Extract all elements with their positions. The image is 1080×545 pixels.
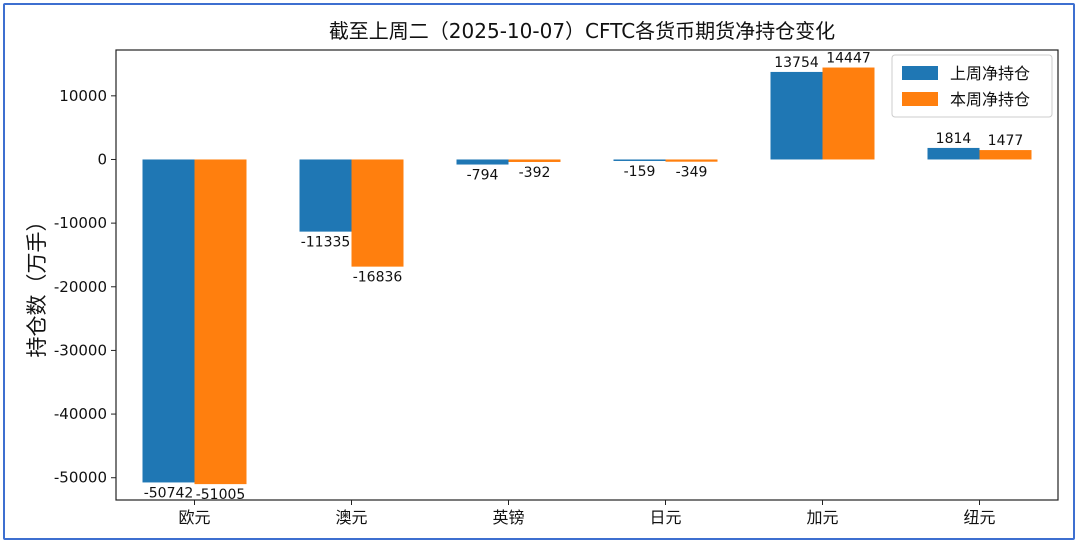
- y-tick-label: -50000: [54, 469, 107, 487]
- legend-label: 上周净持仓: [950, 64, 1030, 83]
- data-label: -794: [467, 168, 499, 184]
- x-tick-label: 英镑: [492, 508, 524, 527]
- legend-swatch: [902, 92, 938, 106]
- legend-swatch: [902, 66, 938, 80]
- legend-label: 本周净持仓: [950, 90, 1030, 109]
- data-label: 1477: [988, 133, 1024, 149]
- bar: [351, 159, 404, 267]
- x-tick-label: 日元: [649, 508, 681, 527]
- data-label: -51005: [196, 487, 246, 503]
- data-label: -11335: [301, 235, 351, 251]
- bar: [770, 71, 823, 160]
- data-label: 1814: [936, 131, 972, 147]
- y-tick-label: -40000: [54, 405, 107, 423]
- bar: [299, 159, 352, 232]
- x-tick-label: 澳元: [335, 508, 367, 527]
- bar: [979, 150, 1032, 160]
- x-tick-label: 纽元: [963, 508, 995, 527]
- y-tick-label: 0: [97, 150, 107, 168]
- data-label: -392: [519, 165, 551, 181]
- bar: [613, 159, 666, 161]
- data-label: 13754: [774, 55, 819, 71]
- y-tick-label: -30000: [54, 341, 107, 359]
- plot-area: 10000 0 -10000 -20000 -30000 -40000 -50000 欧元 -5…: [54, 49, 1059, 527]
- y-tick-label: 10000: [59, 87, 107, 105]
- bar: [456, 159, 509, 165]
- bar: [142, 159, 195, 483]
- bar: [665, 159, 718, 162]
- y-axis-label: 持仓数（万手）: [25, 211, 49, 358]
- data-label: -159: [624, 164, 656, 180]
- y-tick-label: -20000: [54, 278, 107, 296]
- data-label: 14447: [826, 51, 871, 67]
- y-tick-label: -10000: [54, 214, 107, 232]
- x-tick-label: 欧元: [178, 508, 210, 527]
- data-label: -16836: [353, 270, 403, 286]
- data-label: -50742: [144, 485, 194, 501]
- chart-title: 截至上周二（2025-10-07）CFTC各货币期货净持仓变化: [329, 19, 835, 43]
- x-tick-label: 加元: [806, 508, 838, 527]
- bar: [927, 147, 980, 160]
- bar: [822, 67, 875, 160]
- plot-frame: [115, 49, 1059, 501]
- data-label: -349: [676, 165, 708, 181]
- bar: [508, 159, 561, 162]
- bar: [194, 159, 247, 485]
